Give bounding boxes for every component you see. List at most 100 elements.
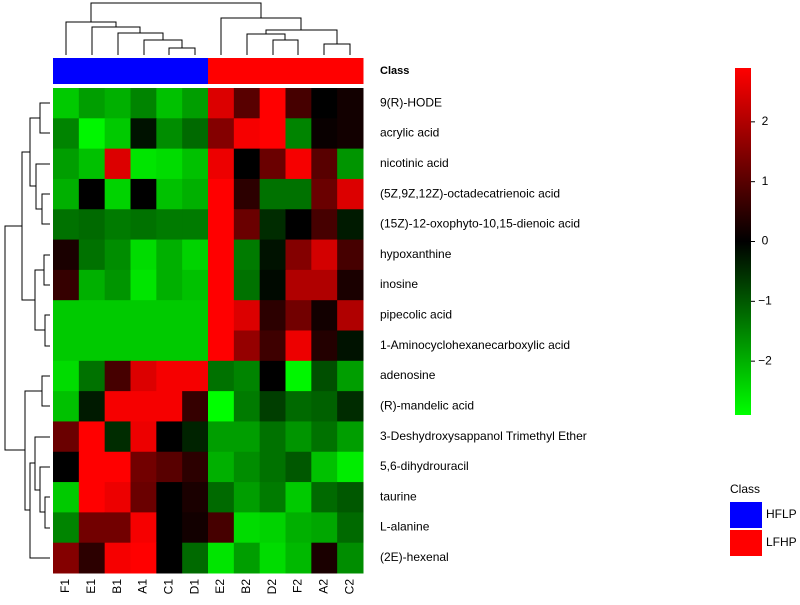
heatmap-cell [156, 148, 183, 180]
heatmap-cell [156, 330, 183, 362]
heatmap-cell [259, 542, 286, 574]
heatmap-cell [130, 300, 157, 331]
heatmap-cell [337, 239, 364, 271]
heatmap-cell [311, 300, 338, 331]
column-label: B1 [110, 579, 124, 594]
heatmap-cell [78, 239, 106, 271]
heatmap-cell [104, 360, 131, 392]
heatmap-cell [104, 269, 131, 301]
heatmap-cell [104, 482, 131, 513]
column-label: A1 [136, 579, 150, 594]
heatmap-cell [285, 330, 312, 362]
heatmap-cell [182, 482, 209, 513]
column-dendrogram [65, 2, 351, 55]
heatmap-cell [233, 421, 261, 453]
heatmap-cell [311, 118, 338, 150]
heatmap-cell [208, 88, 235, 119]
heatmap-cell [182, 178, 209, 210]
heatmap-cell [285, 178, 312, 210]
heatmap-cell [53, 542, 80, 574]
heatmap-cell [285, 118, 312, 150]
heatmap-cell [311, 482, 338, 513]
heatmap-cell [337, 269, 364, 301]
heatmap-cell [259, 512, 286, 544]
heatmap-cell [233, 209, 261, 241]
heatmap-cell [182, 421, 209, 453]
colorbar-tick-label: 1 [762, 174, 769, 188]
heatmap-cell [78, 330, 106, 362]
heatmap-cell [53, 360, 80, 392]
heatmap-cell [259, 451, 286, 483]
heatmap-cell [337, 542, 364, 574]
heatmap-cell [233, 239, 261, 271]
heatmap-cell [259, 239, 286, 271]
heatmap-cell [259, 148, 286, 180]
legend-label: LFHP [766, 535, 797, 549]
row-label: 3-Deshydroxysappanol Trimethyl Ether [380, 429, 587, 443]
heatmap-cell [104, 148, 131, 180]
heatmap-cell [182, 512, 209, 544]
heatmap-cell [53, 239, 80, 271]
row-label: acrylic acid [380, 126, 439, 140]
heatmap-cell [78, 512, 106, 544]
row-label: 5,6-dihydrouracil [380, 459, 469, 473]
heatmap-cell [182, 300, 209, 331]
heatmap-cell [337, 148, 364, 180]
legend-title: Class [730, 482, 760, 496]
heatmap-cell [182, 451, 209, 483]
heatmap-cell [156, 239, 183, 271]
heatmap-cell [208, 391, 235, 422]
heatmap-cell [208, 118, 235, 150]
heatmap-cell [104, 512, 131, 544]
heatmap-cell [78, 178, 106, 210]
heatmap-cell [233, 178, 261, 210]
heatmap-cell [259, 482, 286, 513]
heatmap-cell [233, 482, 261, 513]
heatmap-cell [182, 148, 209, 180]
heatmap-cell [156, 178, 183, 210]
heatmap-cell [104, 209, 131, 241]
heatmap-cell [53, 421, 80, 453]
class-bar-cell [156, 58, 183, 84]
heatmap-cell [233, 148, 261, 180]
heatmap-cell [337, 482, 364, 513]
class-bar-cell [130, 58, 157, 84]
heatmap-cell [285, 482, 312, 513]
row-label: (5Z,9Z,12Z)-octadecatrienoic acid [380, 186, 560, 200]
heatmap-cell [104, 239, 131, 271]
heatmap-cell [78, 300, 106, 331]
row-label: taurine [380, 489, 417, 503]
heatmap-cell [182, 239, 209, 271]
heatmap-cell [78, 269, 106, 301]
heatmap-cell [182, 88, 209, 119]
heatmap-cell [182, 209, 209, 241]
heatmap-cell [259, 391, 286, 422]
heatmap-cell [130, 451, 157, 483]
heatmap-cell [233, 269, 261, 301]
heatmap-cell [53, 391, 80, 422]
heatmap-cell [156, 482, 183, 513]
heatmap-cell [311, 512, 338, 544]
heatmap-cell [311, 360, 338, 392]
heatmap-cell [208, 239, 235, 271]
heatmap-cell [78, 391, 106, 422]
heatmap-cell [156, 209, 183, 241]
heatmap-cell [208, 300, 235, 331]
heatmap-cell [259, 421, 286, 453]
heatmap-cell [285, 148, 312, 180]
heatmap-cell [78, 482, 106, 513]
heatmap-cell [208, 542, 235, 574]
heatmap-cell [156, 512, 183, 544]
heatmap-cell [311, 88, 338, 119]
heatmap-cell [78, 209, 106, 241]
heatmap-cell [337, 451, 364, 483]
row-label: pipecolic acid [380, 308, 452, 322]
heatmap-cell [78, 542, 106, 574]
heatmap-cell [104, 391, 131, 422]
heatmap-cell [311, 542, 338, 574]
class-bar-cell [208, 58, 235, 84]
heatmap-cell [182, 330, 209, 362]
row-dendrogram [4, 102, 50, 559]
row-label: nicotinic acid [380, 156, 449, 170]
